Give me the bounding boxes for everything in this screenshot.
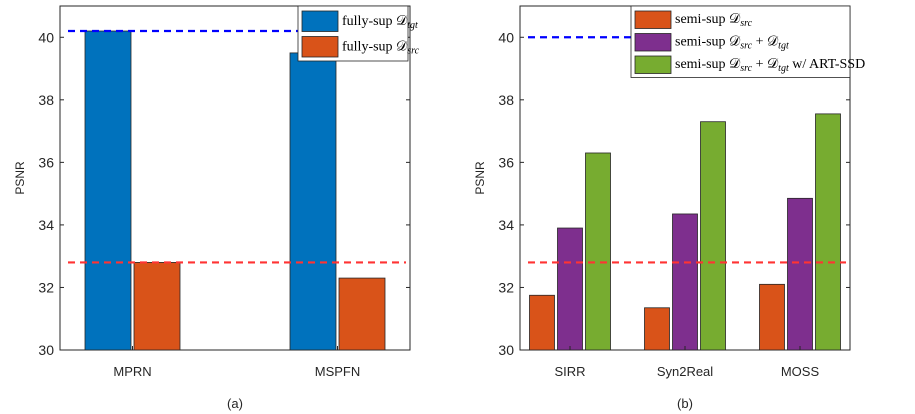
y-tick-label: 30: [38, 342, 54, 358]
bar: [133, 262, 181, 351]
subplot-caption: (b): [677, 396, 693, 411]
bar: [529, 294, 555, 351]
bar: [84, 30, 132, 351]
legend-swatch: [634, 55, 672, 74]
legend-entry: fully-sup 𝒟tgt​: [342, 14, 418, 31]
x-tick-label: MSPFN: [315, 364, 361, 379]
y-tick-label: 32: [498, 279, 514, 295]
legend-swatch: [634, 33, 672, 52]
legend-entry: semi-sup 𝒟src​ + 𝒟tgt​ w/ ART-SSD: [675, 57, 865, 74]
legend-swatch: [301, 36, 339, 58]
subplot-caption: (a): [227, 396, 243, 411]
chart-panel-a: 30 32 34 36 38 40 PSNR MPRN MSPFN fully-sup 𝒟tgt​…: [13, 5, 420, 411]
y-tick-label: 34: [38, 217, 54, 233]
y-tick-label: 32: [38, 279, 54, 295]
bar: [644, 307, 670, 351]
x-tick-label: Syn2Real: [657, 364, 713, 379]
chart-panel-b: 30 32 34 36 38 40 PSNR SIRR Syn2Real MOSS semi-sup…: [473, 5, 865, 411]
legend-entry: semi-sup 𝒟src​: [675, 12, 753, 29]
legend-swatch: [634, 10, 672, 29]
axes-box: [59, 5, 411, 351]
bar: [672, 213, 698, 351]
legend-swatch: [301, 10, 339, 32]
x-tick-label: SIRR: [554, 364, 585, 379]
y-tick-label: 36: [498, 154, 514, 170]
y-tick-label: 38: [498, 92, 514, 108]
bar: [557, 227, 583, 351]
y-axis-label: PSNR: [13, 161, 27, 195]
y-axis-label: PSNR: [473, 161, 487, 195]
y-tick-label: 34: [498, 217, 514, 233]
bar: [585, 152, 611, 351]
y-tick-label: 36: [38, 154, 54, 170]
bar: [787, 197, 813, 351]
y-tick-label: 30: [498, 342, 514, 358]
bar: [815, 113, 841, 351]
y-tick-label: 38: [38, 92, 54, 108]
y-tick-label: 40: [498, 29, 514, 45]
y-tick-label: 40: [38, 29, 54, 45]
bar: [289, 52, 337, 351]
x-tick-label: MPRN: [113, 364, 151, 379]
legend-entry: fully-sup 𝒟src​: [342, 39, 420, 56]
x-tick-label: MOSS: [781, 364, 820, 379]
bar: [759, 283, 785, 351]
bar: [338, 277, 386, 351]
bar: [700, 121, 726, 351]
legend-entry: semi-sup 𝒟src​ + 𝒟tgt​: [675, 34, 789, 51]
